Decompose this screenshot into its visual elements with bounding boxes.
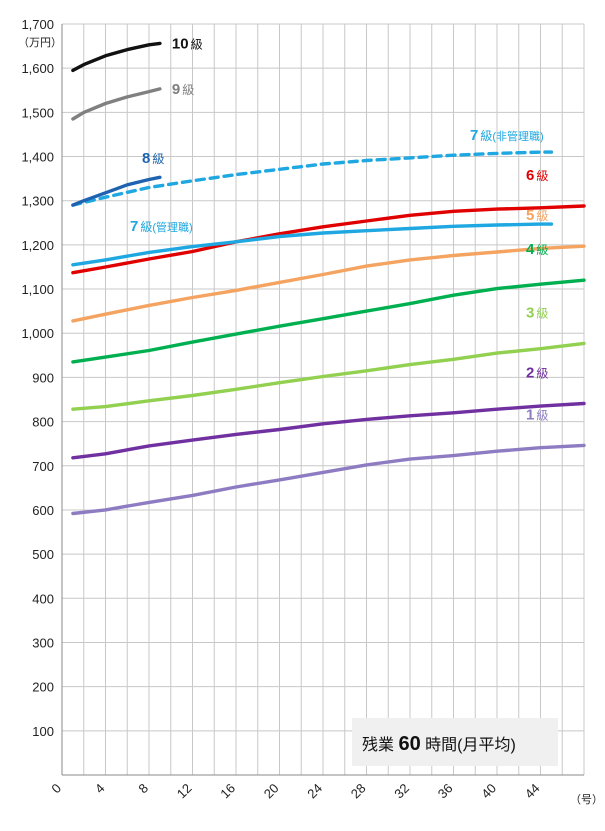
x-tick-label: 28 [348, 781, 369, 802]
series-label-number: 7 [470, 127, 478, 144]
y-tick-label: 500 [32, 547, 54, 562]
series-line-10 [71, 41, 162, 73]
series-label-kyu: 級 [536, 408, 548, 422]
series-label-kyu: 級 [536, 209, 548, 223]
y-tick-label: 1,300 [21, 194, 54, 209]
x-tick-label: 40 [478, 781, 499, 802]
series-label-number: 3 [526, 304, 534, 321]
series-label-kyu: 級 [140, 220, 152, 234]
series-label-kyu: 級 [182, 83, 194, 97]
series-label: 7 級(管理職) [130, 218, 193, 235]
series-label-number: 10 [172, 35, 189, 52]
series-label-kyu: 級 [536, 243, 548, 257]
series-line-7-non-manager [71, 150, 554, 207]
series-line-3 [71, 341, 586, 411]
series-label: 10 級 [172, 35, 203, 52]
y-tick-label: 1,000 [21, 326, 54, 341]
y-tick-label: 900 [32, 370, 54, 385]
y-tick-label: 1,400 [21, 150, 54, 165]
series-line-5 [71, 244, 586, 323]
annotation-text: 残業 60 時間(月平均) [362, 733, 516, 755]
annotation-post: 時間(月平均) [425, 736, 516, 754]
y-tick-label: 1,600 [21, 61, 54, 76]
series-label-kyu: 級 [191, 37, 203, 51]
series-label-kyu: 級 [536, 169, 548, 183]
series-label-number: 5 [526, 207, 534, 224]
y-tick-label: 700 [32, 459, 54, 474]
x-tick-label: 24 [304, 781, 325, 802]
series-line-2 [71, 401, 586, 460]
y-tick-label: 300 [32, 635, 54, 650]
x-tick-label: 0 [48, 781, 64, 797]
series-label-sub: (管理職) [152, 220, 192, 234]
series-line-6 [71, 204, 586, 275]
series-label-kyu: 級 [536, 366, 548, 380]
series-label-number: 7 [130, 218, 138, 235]
y-tick-label: 100 [32, 724, 54, 739]
series-label-number: 8 [142, 150, 150, 167]
annotation-pre: 残業 [362, 736, 394, 754]
series-line-4 [71, 278, 586, 364]
x-tick-label: 44 [522, 781, 543, 802]
x-axis-unit: （号） [570, 793, 603, 806]
x-tick-label: 8 [135, 781, 151, 797]
series-line-9 [71, 87, 162, 121]
series-labels: 1 級2 級3 級4 級5 級6 級7 級(管理職)7 級(非管理職)8 級9 級10 級 [130, 35, 548, 423]
y-axis-unit: （万円） [18, 36, 62, 49]
y-tick-label: 1,700 [21, 17, 54, 32]
x-axis: 0 4 8 12 16 20 24 28 32 36 40 44 [48, 781, 542, 802]
y-tick-label: 800 [32, 415, 54, 430]
series-label-number: 9 [172, 81, 180, 98]
y-tick-label: 1,500 [21, 105, 54, 120]
x-tick-label: 12 [174, 781, 195, 802]
series-label-number: 1 [526, 406, 534, 423]
y-tick-label: 200 [32, 680, 54, 695]
annotation-number: 60 [398, 733, 420, 755]
series-label-kyu: 級 [480, 129, 492, 143]
series-lines [71, 41, 586, 516]
series-line-8 [71, 175, 162, 207]
x-tick-label: 4 [92, 781, 108, 797]
series-label: 7 級(非管理職) [470, 127, 544, 144]
series-label-kyu: 級 [536, 306, 548, 320]
x-tick-label: 32 [391, 781, 412, 802]
x-tick-label: 20 [261, 781, 282, 802]
series-line-1 [71, 443, 586, 516]
annotation-box [352, 718, 558, 766]
series-line-7-manager [71, 222, 554, 267]
grid-lines [61, 23, 585, 776]
y-tick-label: 1,100 [21, 282, 54, 297]
x-tick-label: 16 [217, 781, 238, 802]
y-axis: 100 200 300 400 500 600 700 800 900 1,000 1,100 1,2… [21, 17, 54, 739]
x-tick-label: 36 [435, 781, 456, 802]
series-label-number: 6 [526, 167, 534, 184]
y-tick-label: 1,200 [21, 238, 54, 253]
series-label-kyu: 級 [152, 152, 164, 166]
y-tick-label: 600 [32, 503, 54, 518]
series-label-sub: (非管理職) [492, 129, 543, 143]
y-tick-label: 400 [32, 591, 54, 606]
series-label-number: 2 [526, 364, 534, 381]
annotation-note: 残業 60 時間(月平均) [352, 718, 558, 766]
series-label-number: 4 [526, 241, 535, 258]
